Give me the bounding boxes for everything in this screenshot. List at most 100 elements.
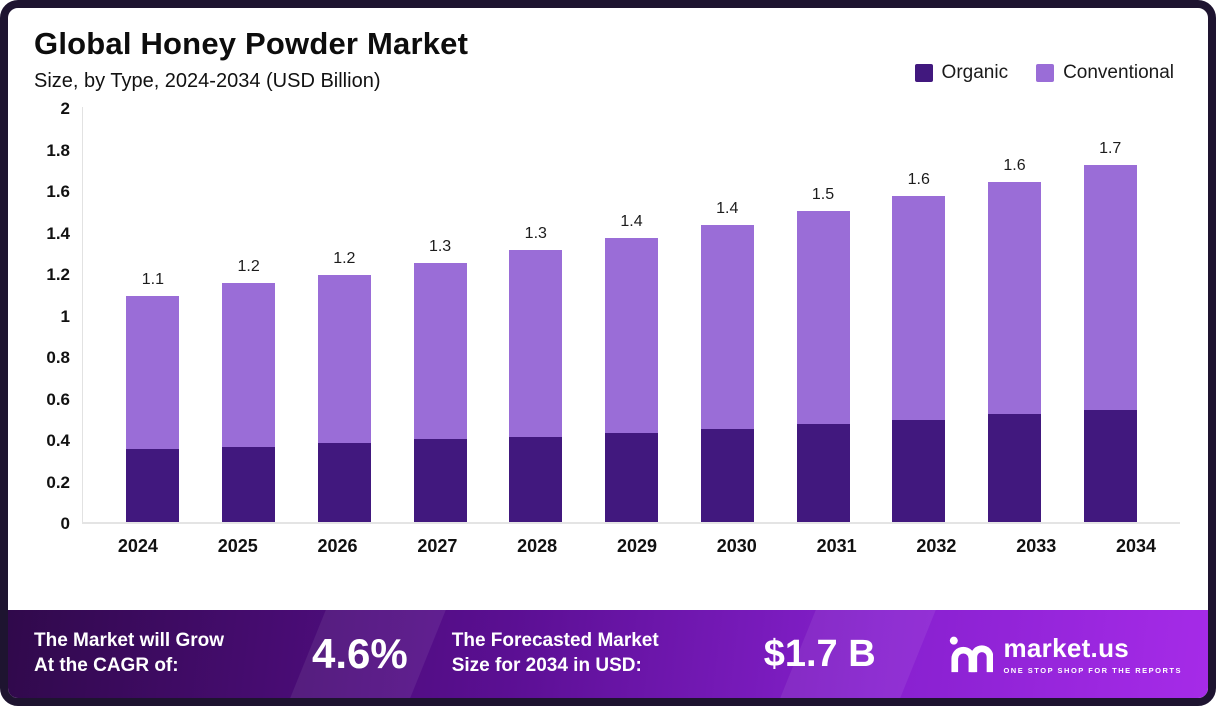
bar-stack xyxy=(1083,165,1137,522)
chart-header: Global Honey Powder Market Size, by Type… xyxy=(8,8,1208,93)
bar-slot-2025: 1.2 xyxy=(201,258,297,522)
x-axis-label-2033: 2033 xyxy=(1016,536,1057,556)
bar-segment-conventional xyxy=(605,237,659,433)
bar-value-label: 1.4 xyxy=(620,212,643,230)
chart-subtitle: Size, by Type, 2024-2034 (USD Billion) xyxy=(34,70,381,92)
legend-item-conventional: Conventional xyxy=(1036,62,1174,84)
bar-value-label: 1.2 xyxy=(237,258,260,276)
bar-segment-conventional xyxy=(987,181,1041,415)
bar-stack xyxy=(126,295,180,522)
brand-text: market.us ONE STOP SHOP FOR THE REPORTS xyxy=(1003,633,1182,675)
forecast-label: The Forecasted Market Size for 2034 in U… xyxy=(451,630,659,676)
bar-value-label: 1.6 xyxy=(1003,156,1026,174)
bar-segment-organic xyxy=(222,447,276,522)
brand-tagline: ONE STOP SHOP FOR THE REPORTS xyxy=(1003,666,1182,675)
bar-value-label: 1.1 xyxy=(141,270,164,288)
bar-stack xyxy=(509,250,563,522)
y-axis-tick-label: 0.4 xyxy=(46,431,70,450)
y-axis-tick-label: 0.6 xyxy=(46,389,70,409)
y-axis-tick-label: 0.8 xyxy=(46,348,70,367)
bar-value-label: 1.7 xyxy=(1099,140,1122,158)
bar-segment-conventional xyxy=(796,210,850,425)
bar-stack xyxy=(605,237,659,522)
bar-segment-conventional xyxy=(509,250,563,437)
plot-column: 1.1 1.2 1.2 1.3 1.3 1.4 1.4 1.5 1.6 1.6 1.7 xyxy=(82,107,1180,524)
page-title: Global Honey Powder Market xyxy=(34,26,469,61)
legend-swatch-icon xyxy=(914,64,933,82)
bar-slot-2028: 1.3 xyxy=(488,225,584,522)
x-axis-label-2025: 2025 xyxy=(217,536,258,556)
bar-slot-2034: 1.7 xyxy=(1062,140,1158,522)
bar-segment-organic xyxy=(605,432,659,522)
bar-segment-organic xyxy=(509,436,563,522)
bar-segment-conventional xyxy=(700,225,754,429)
x-axis-label-2030: 2030 xyxy=(716,536,757,556)
bar-segment-conventional xyxy=(1083,165,1137,410)
x-axis-label-2024: 2024 xyxy=(117,536,158,556)
y-axis-tick-label: 1.2 xyxy=(46,265,70,284)
x-axis-label-2028: 2028 xyxy=(517,536,558,556)
bar-segment-organic xyxy=(700,428,754,522)
bar-stack xyxy=(317,275,371,522)
bar-value-label: 1.3 xyxy=(428,237,452,255)
x-axis-label-2031: 2031 xyxy=(816,536,857,556)
bar-segment-organic xyxy=(126,449,180,522)
y-axis-tick-label: 1 xyxy=(60,306,70,326)
x-axis-label-2034: 2034 xyxy=(1116,536,1157,556)
bar-segment-organic xyxy=(796,424,850,522)
chart-legend: Organic Conventional xyxy=(914,62,1174,84)
bar-slot-2030: 1.4 xyxy=(679,200,775,522)
x-axis: 2024 2025 2026 2027 2028 2029 2030 2031 2032 2033… xyxy=(66,536,1208,557)
x-axis-label-2029: 2029 xyxy=(616,536,657,556)
bar-value-label: 1.6 xyxy=(907,171,930,189)
legend-item-organic: Organic xyxy=(914,62,1009,84)
legend-label: Conventional xyxy=(1063,62,1174,83)
bar-value-label: 1.5 xyxy=(811,185,835,203)
title-block: Global Honey Powder Market Size, by Type… xyxy=(34,26,468,93)
bar-stack xyxy=(892,196,946,522)
bar-stack xyxy=(413,262,467,522)
bar-stack xyxy=(987,181,1041,522)
bar-segment-organic xyxy=(892,420,946,522)
bar-value-label: 1.2 xyxy=(333,250,356,268)
bar-segment-organic xyxy=(413,439,467,522)
bar-segment-conventional xyxy=(892,196,946,421)
bar-segment-conventional xyxy=(317,275,371,444)
cagr-value: 4.6% xyxy=(312,630,408,677)
bar-segment-conventional xyxy=(126,295,180,450)
y-axis-tick-label: 1.8 xyxy=(46,140,70,160)
y-axis-tick-label: 2 xyxy=(60,99,70,118)
marketus-logo-icon xyxy=(950,636,994,673)
y-axis-tick-label: 0 xyxy=(60,514,70,533)
bar-stack xyxy=(222,283,276,522)
cagr-label: The Market will Grow At the CAGR of: xyxy=(34,630,225,676)
brand-block: market.us ONE STOP SHOP FOR THE REPORTS xyxy=(947,633,1182,675)
legend-swatch-icon xyxy=(1036,64,1055,82)
chart-area: 0 0.2 0.4 0.6 0.8 1 1.2 1.4 1.6 1.8 2 1.1 1.2 1.2 1.3… xyxy=(8,93,1208,533)
x-axis-label-2026: 2026 xyxy=(317,536,358,556)
bar-slot-2029: 1.4 xyxy=(584,213,680,522)
bar-segment-organic xyxy=(1083,409,1137,522)
brand-name: market.us xyxy=(1003,633,1130,663)
bar-stack xyxy=(700,225,754,522)
y-axis-tick-label: 1.6 xyxy=(46,182,70,201)
bar-value-label: 1.4 xyxy=(716,200,739,218)
bar-slot-2031: 1.5 xyxy=(775,186,871,522)
bar-slot-2024: 1.1 xyxy=(105,271,201,522)
y-axis: 0 0.2 0.4 0.6 0.8 1 1.2 1.4 1.6 1.8 2 xyxy=(24,99,82,533)
bar-segment-organic xyxy=(987,414,1041,522)
bar-slot-2032: 1.6 xyxy=(871,171,967,522)
legend-label: Organic xyxy=(941,62,1009,83)
y-axis-tick-label: 0.2 xyxy=(46,472,70,492)
bar-slot-2026: 1.2 xyxy=(296,250,392,522)
plot-area: 1.1 1.2 1.2 1.3 1.3 1.4 1.4 1.5 1.6 1.6 1.7 xyxy=(82,107,1180,524)
bar-segment-conventional xyxy=(222,283,276,448)
x-axis-label-2032: 2032 xyxy=(916,536,957,556)
y-axis-tick-label: 1.4 xyxy=(46,223,70,243)
bar-stack xyxy=(796,210,850,522)
footer-banner: The Market will Grow At the CAGR of: 4.6… xyxy=(8,610,1208,698)
x-axis-label-2027: 2027 xyxy=(417,536,458,556)
bar-value-label: 1.3 xyxy=(524,225,547,243)
bar-segment-conventional xyxy=(413,262,467,439)
